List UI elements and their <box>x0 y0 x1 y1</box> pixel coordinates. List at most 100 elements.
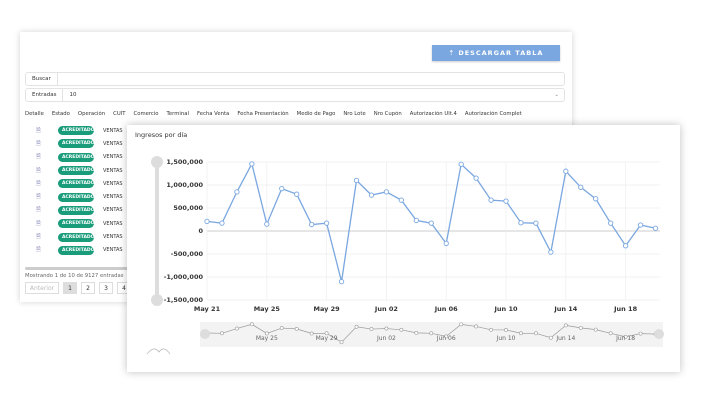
table-row: 🗎 ACREDITADO VENTAS <box>25 124 135 137</box>
x-tick-label: Jun 06 <box>434 305 458 313</box>
horizontal-scrollbar[interactable] <box>25 267 130 270</box>
data-point[interactable] <box>622 243 629 249</box>
navigator-point <box>294 326 299 331</box>
y-tick-label: -1,500,000 <box>164 296 204 304</box>
document-icon[interactable]: 🗎 <box>36 139 41 147</box>
slider-handle-bottom[interactable] <box>151 294 163 306</box>
navigator-point <box>235 326 239 331</box>
navigator-point <box>309 331 314 336</box>
y-tick-label: -1,000,000 <box>164 273 204 281</box>
column-header[interactable]: Medio de Pago <box>296 111 336 117</box>
status-badge: ACREDITADO <box>58 219 95 229</box>
data-point[interactable] <box>383 189 390 195</box>
navigator-point <box>429 331 434 336</box>
data-point[interactable] <box>473 175 479 181</box>
column-header[interactable]: Fecha Venta <box>196 111 230 117</box>
column-header[interactable]: Fecha Presentación <box>237 111 289 117</box>
status-badge: ACREDITADO <box>58 192 95 202</box>
prev-page-button[interactable]: Anterior <box>25 282 59 294</box>
download-table-button[interactable]: ⇡ DESCARGAR TABLA <box>432 45 560 61</box>
document-icon[interactable]: 🗎 <box>36 233 41 241</box>
column-header[interactable]: Detalle <box>25 111 44 117</box>
document-icon[interactable]: 🗎 <box>36 153 41 161</box>
data-point[interactable] <box>443 240 449 247</box>
navigator-point <box>220 331 224 336</box>
document-icon[interactable]: 🗎 <box>36 206 41 214</box>
data-point[interactable] <box>548 249 554 255</box>
navigator-point <box>264 331 269 336</box>
data-point[interactable] <box>593 196 599 202</box>
y-zoom-slider[interactable] <box>155 162 159 300</box>
search-label: Buscar <box>26 73 58 85</box>
data-point[interactable] <box>219 220 225 226</box>
column-header[interactable]: Terminal <box>166 111 189 117</box>
data-point[interactable] <box>578 184 584 190</box>
document-icon[interactable]: 🗎 <box>36 166 41 174</box>
column-header[interactable]: Nro Lote <box>343 111 366 117</box>
column-header[interactable]: Estado <box>51 111 70 117</box>
document-icon[interactable]: 🗎 <box>36 193 41 201</box>
navigator-tick-label: Jun 14 <box>555 335 575 342</box>
table-row: 🗎 ACREDITADO VENTAS <box>25 164 135 177</box>
navigator-tick-label: Jun 06 <box>436 335 456 342</box>
status-badge: ACREDITADO <box>58 179 95 189</box>
data-point[interactable] <box>264 221 270 227</box>
reset-zoom-icon[interactable] <box>146 348 171 355</box>
data-point[interactable] <box>338 278 345 285</box>
data-point[interactable] <box>249 161 255 167</box>
column-header[interactable]: Comercio <box>133 111 159 117</box>
y-tick-label: 500,000 <box>173 204 203 212</box>
operation-cell: VENTAS <box>103 154 123 161</box>
navigator-handle-right[interactable] <box>654 329 664 339</box>
table-row: 🗎 ACREDITADO VENTAS <box>25 230 135 243</box>
data-point[interactable] <box>323 220 330 226</box>
table-body: 🗎 ACREDITADO VENTAS 🗎 ACREDITADO VENTAS 🗎 ACRED… <box>25 124 135 257</box>
page-button[interactable]: 3 <box>99 282 113 294</box>
document-icon[interactable]: 🗎 <box>36 246 41 254</box>
search-field[interactable]: Buscar <box>25 72 565 86</box>
column-header[interactable]: Operación <box>77 111 106 117</box>
data-point[interactable] <box>368 192 375 198</box>
data-point[interactable] <box>652 225 659 231</box>
document-icon[interactable]: 🗎 <box>36 126 41 134</box>
data-point[interactable] <box>204 218 210 224</box>
operation-cell: VENTAS <box>103 194 123 201</box>
y-tick-label: 0 <box>198 227 203 235</box>
operation-cell: VENTAS <box>103 207 123 214</box>
data-point[interactable] <box>608 220 614 226</box>
page-button[interactable]: 1 <box>63 282 77 294</box>
data-point[interactable] <box>428 220 434 226</box>
data-point[interactable] <box>413 217 419 224</box>
data-point[interactable] <box>518 220 524 226</box>
data-point[interactable] <box>533 220 539 226</box>
data-point[interactable] <box>458 161 464 167</box>
column-header[interactable]: CUIT <box>113 111 126 117</box>
data-point[interactable] <box>353 177 360 184</box>
navigator-point <box>414 330 419 335</box>
data-point[interactable] <box>503 198 509 204</box>
navigator-tick-label: May 25 <box>256 335 278 342</box>
column-header[interactable]: Autorización Complet <box>464 111 522 117</box>
data-point[interactable] <box>563 168 569 174</box>
data-point[interactable] <box>309 221 315 228</box>
data-point[interactable] <box>294 191 300 197</box>
data-point[interactable] <box>279 186 285 192</box>
entries-select[interactable]: Entradas 10 ⌄ <box>25 88 565 102</box>
data-point[interactable] <box>398 197 405 203</box>
data-point[interactable] <box>234 189 240 195</box>
slider-handle-top[interactable] <box>151 156 163 168</box>
column-header[interactable]: Autorización Ult.4 <box>409 111 457 117</box>
navigator-point <box>354 324 359 329</box>
document-icon[interactable]: 🗎 <box>36 219 41 227</box>
data-point[interactable] <box>488 197 494 203</box>
column-header[interactable]: Nro Cupón <box>373 111 402 117</box>
navigator-point <box>548 335 553 340</box>
chevron-down-icon: ⌄ <box>554 92 559 98</box>
navigator-handle-left[interactable] <box>200 329 210 339</box>
page-button[interactable]: 2 <box>81 282 95 294</box>
data-point[interactable] <box>637 222 644 228</box>
status-badge: ACREDITADO <box>58 245 95 255</box>
entries-label: Entradas <box>26 89 64 101</box>
operation-cell: VENTAS <box>103 127 123 134</box>
document-icon[interactable]: 🗎 <box>36 179 41 187</box>
